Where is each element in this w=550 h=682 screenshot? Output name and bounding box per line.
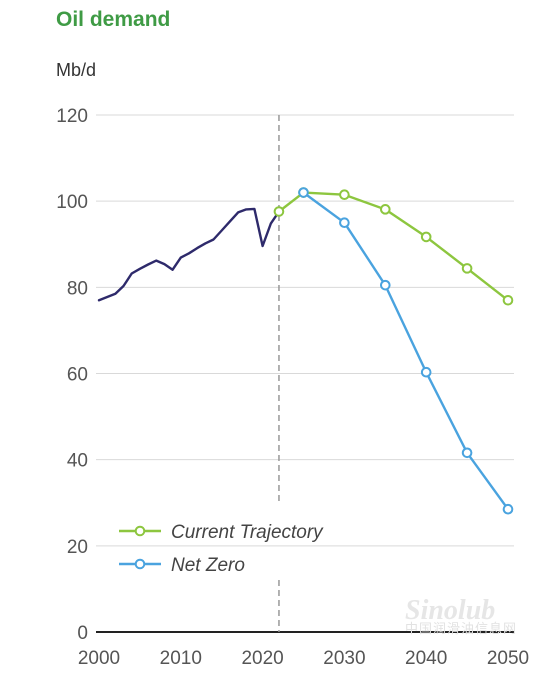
data-point-current-trajectory-2035 (380, 204, 391, 215)
y-tick-label-60: 60 (67, 365, 88, 386)
x-tick-label-2040: 2040 (405, 648, 447, 669)
x-tick-label-2020: 2020 (241, 648, 283, 669)
y-tick-label-100: 100 (56, 192, 88, 213)
y-tick-label-120: 120 (56, 106, 88, 127)
y-tick-label-40: 40 (67, 451, 88, 472)
series-line-net-zero (302, 191, 510, 511)
data-point-net-zero-2035 (380, 279, 391, 291)
data-point-net-zero-2030 (339, 217, 350, 229)
y-tick-label-20: 20 (67, 537, 88, 558)
data-point-net-zero-2045 (461, 447, 473, 459)
data-point-net-zero-2050 (502, 503, 514, 515)
chart-title: Oil demand (56, 8, 171, 31)
legend-label-net-zero: Net Zero (171, 555, 245, 576)
legend-label-current-trajectory: Current Trajectory (171, 522, 324, 543)
series-line-historical (97, 207, 281, 302)
x-tick-label-2010: 2010 (160, 648, 202, 669)
data-point-current-trajectory-2022 (273, 206, 285, 217)
data-point-net-zero-2040 (420, 366, 432, 378)
x-tick-label-2050: 2050 (487, 648, 529, 669)
legend-marker-current-trajectory (134, 525, 146, 537)
data-point-current-trajectory-2045 (461, 263, 473, 274)
x-tick-label-2000: 2000 (78, 648, 120, 669)
data-point-current-trajectory-2050 (502, 294, 514, 306)
y-tick-label-80: 80 (67, 278, 88, 299)
data-point-net-zero-2025 (298, 187, 309, 198)
x-tick-label-2030: 2030 (323, 648, 365, 669)
data-point-current-trajectory-2030 (339, 189, 350, 201)
data-point-current-trajectory-2040 (420, 231, 432, 243)
legend-marker-net-zero (134, 558, 146, 570)
series-line-current-trajectory (277, 191, 510, 302)
y-tick-label-0: 0 (77, 623, 88, 644)
y-axis-unit-label: Mb/d (56, 60, 97, 80)
